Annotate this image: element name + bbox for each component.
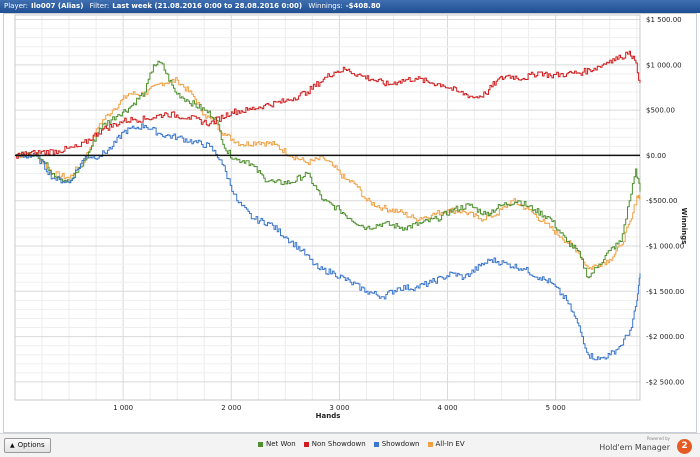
x-tick-label: 3 000	[329, 404, 349, 412]
legend-swatch	[427, 441, 433, 447]
filter-label: Filter:	[89, 2, 110, 10]
series-line-showdown	[15, 123, 641, 361]
bottom-bar: ▲ Options Net Won Non Showdown Showdown All…	[0, 433, 700, 457]
y-tick-label: -$1 500.00	[646, 288, 684, 296]
legend-label: Non Showdown	[311, 440, 366, 448]
legend-swatch	[303, 441, 309, 447]
legend-swatch	[373, 441, 379, 447]
legend-item-all-in-ev[interactable]: All-In EV	[427, 440, 465, 448]
legend-swatch	[258, 441, 263, 447]
x-tick-label: 1 000	[113, 404, 133, 412]
y-tick-label: $1 000.00	[646, 61, 682, 69]
legend-label: Net Won	[266, 440, 296, 448]
series-line-non-showdown	[15, 50, 641, 159]
filter-value: Last week (21.08.2016 0:00 to 28.08.2016…	[112, 2, 303, 10]
options-label: Options	[17, 441, 45, 449]
y-tick-label: -$1 000.00	[646, 243, 684, 251]
legend-label: All-In EV	[435, 440, 465, 448]
y-tick-label: -$500.00	[646, 197, 677, 205]
tick-labels: $1 500.00 $1 000.00 $500.00 $0.00 -$500.00 -$…	[113, 16, 684, 412]
chevron-up-icon: ▲	[10, 442, 15, 449]
player-value: Ilo007 (Alias)	[31, 2, 84, 10]
x-tick-label: 2 000	[221, 404, 241, 412]
y-tick-label: $500.00	[646, 107, 675, 115]
winnings-value: -$408.80	[345, 2, 381, 10]
legend-label: Showdown	[381, 440, 420, 448]
options-button[interactable]: ▲ Options	[4, 438, 51, 453]
header-bar: Player: Ilo007 (Alias) Filter: Last week (…	[0, 0, 700, 13]
plot-area	[14, 14, 641, 401]
series-layer	[15, 50, 641, 361]
legend-item-showdown[interactable]: Showdown	[373, 440, 420, 448]
y-axis-title: Winnings	[680, 208, 688, 245]
brand-logo-icon: 2	[677, 439, 692, 454]
x-tick-label: 5 000	[546, 404, 566, 412]
brand-name: Hold'em Manager	[599, 443, 670, 452]
x-tick-label: 4 000	[438, 404, 458, 412]
x-axis-title: Hands	[316, 412, 341, 420]
y-tick-label: $0.00	[646, 152, 666, 160]
series-line-net-won	[15, 60, 641, 279]
brand-powered: Powered by	[646, 436, 670, 441]
winnings-label: Winnings:	[308, 2, 343, 10]
winnings-chart: $1 500.00 $1 000.00 $500.00 $0.00 -$500.00 -$…	[14, 14, 688, 420]
y-tick-label: $1 500.00	[646, 16, 682, 24]
brand: Powered by Hold'em Manager 2	[599, 436, 692, 456]
y-tick-label: -$2 500.00	[646, 378, 684, 386]
series-line-all-in-ev	[15, 77, 641, 270]
legend: Net Won Non Showdown Showdown All-In EV	[258, 440, 465, 448]
grid	[14, 14, 641, 401]
legend-item-non-showdown[interactable]: Non Showdown	[303, 440, 366, 448]
legend-item-net-won[interactable]: Net Won	[258, 440, 296, 448]
player-label: Player:	[4, 2, 29, 10]
y-tick-label: -$2 000.00	[646, 333, 684, 341]
